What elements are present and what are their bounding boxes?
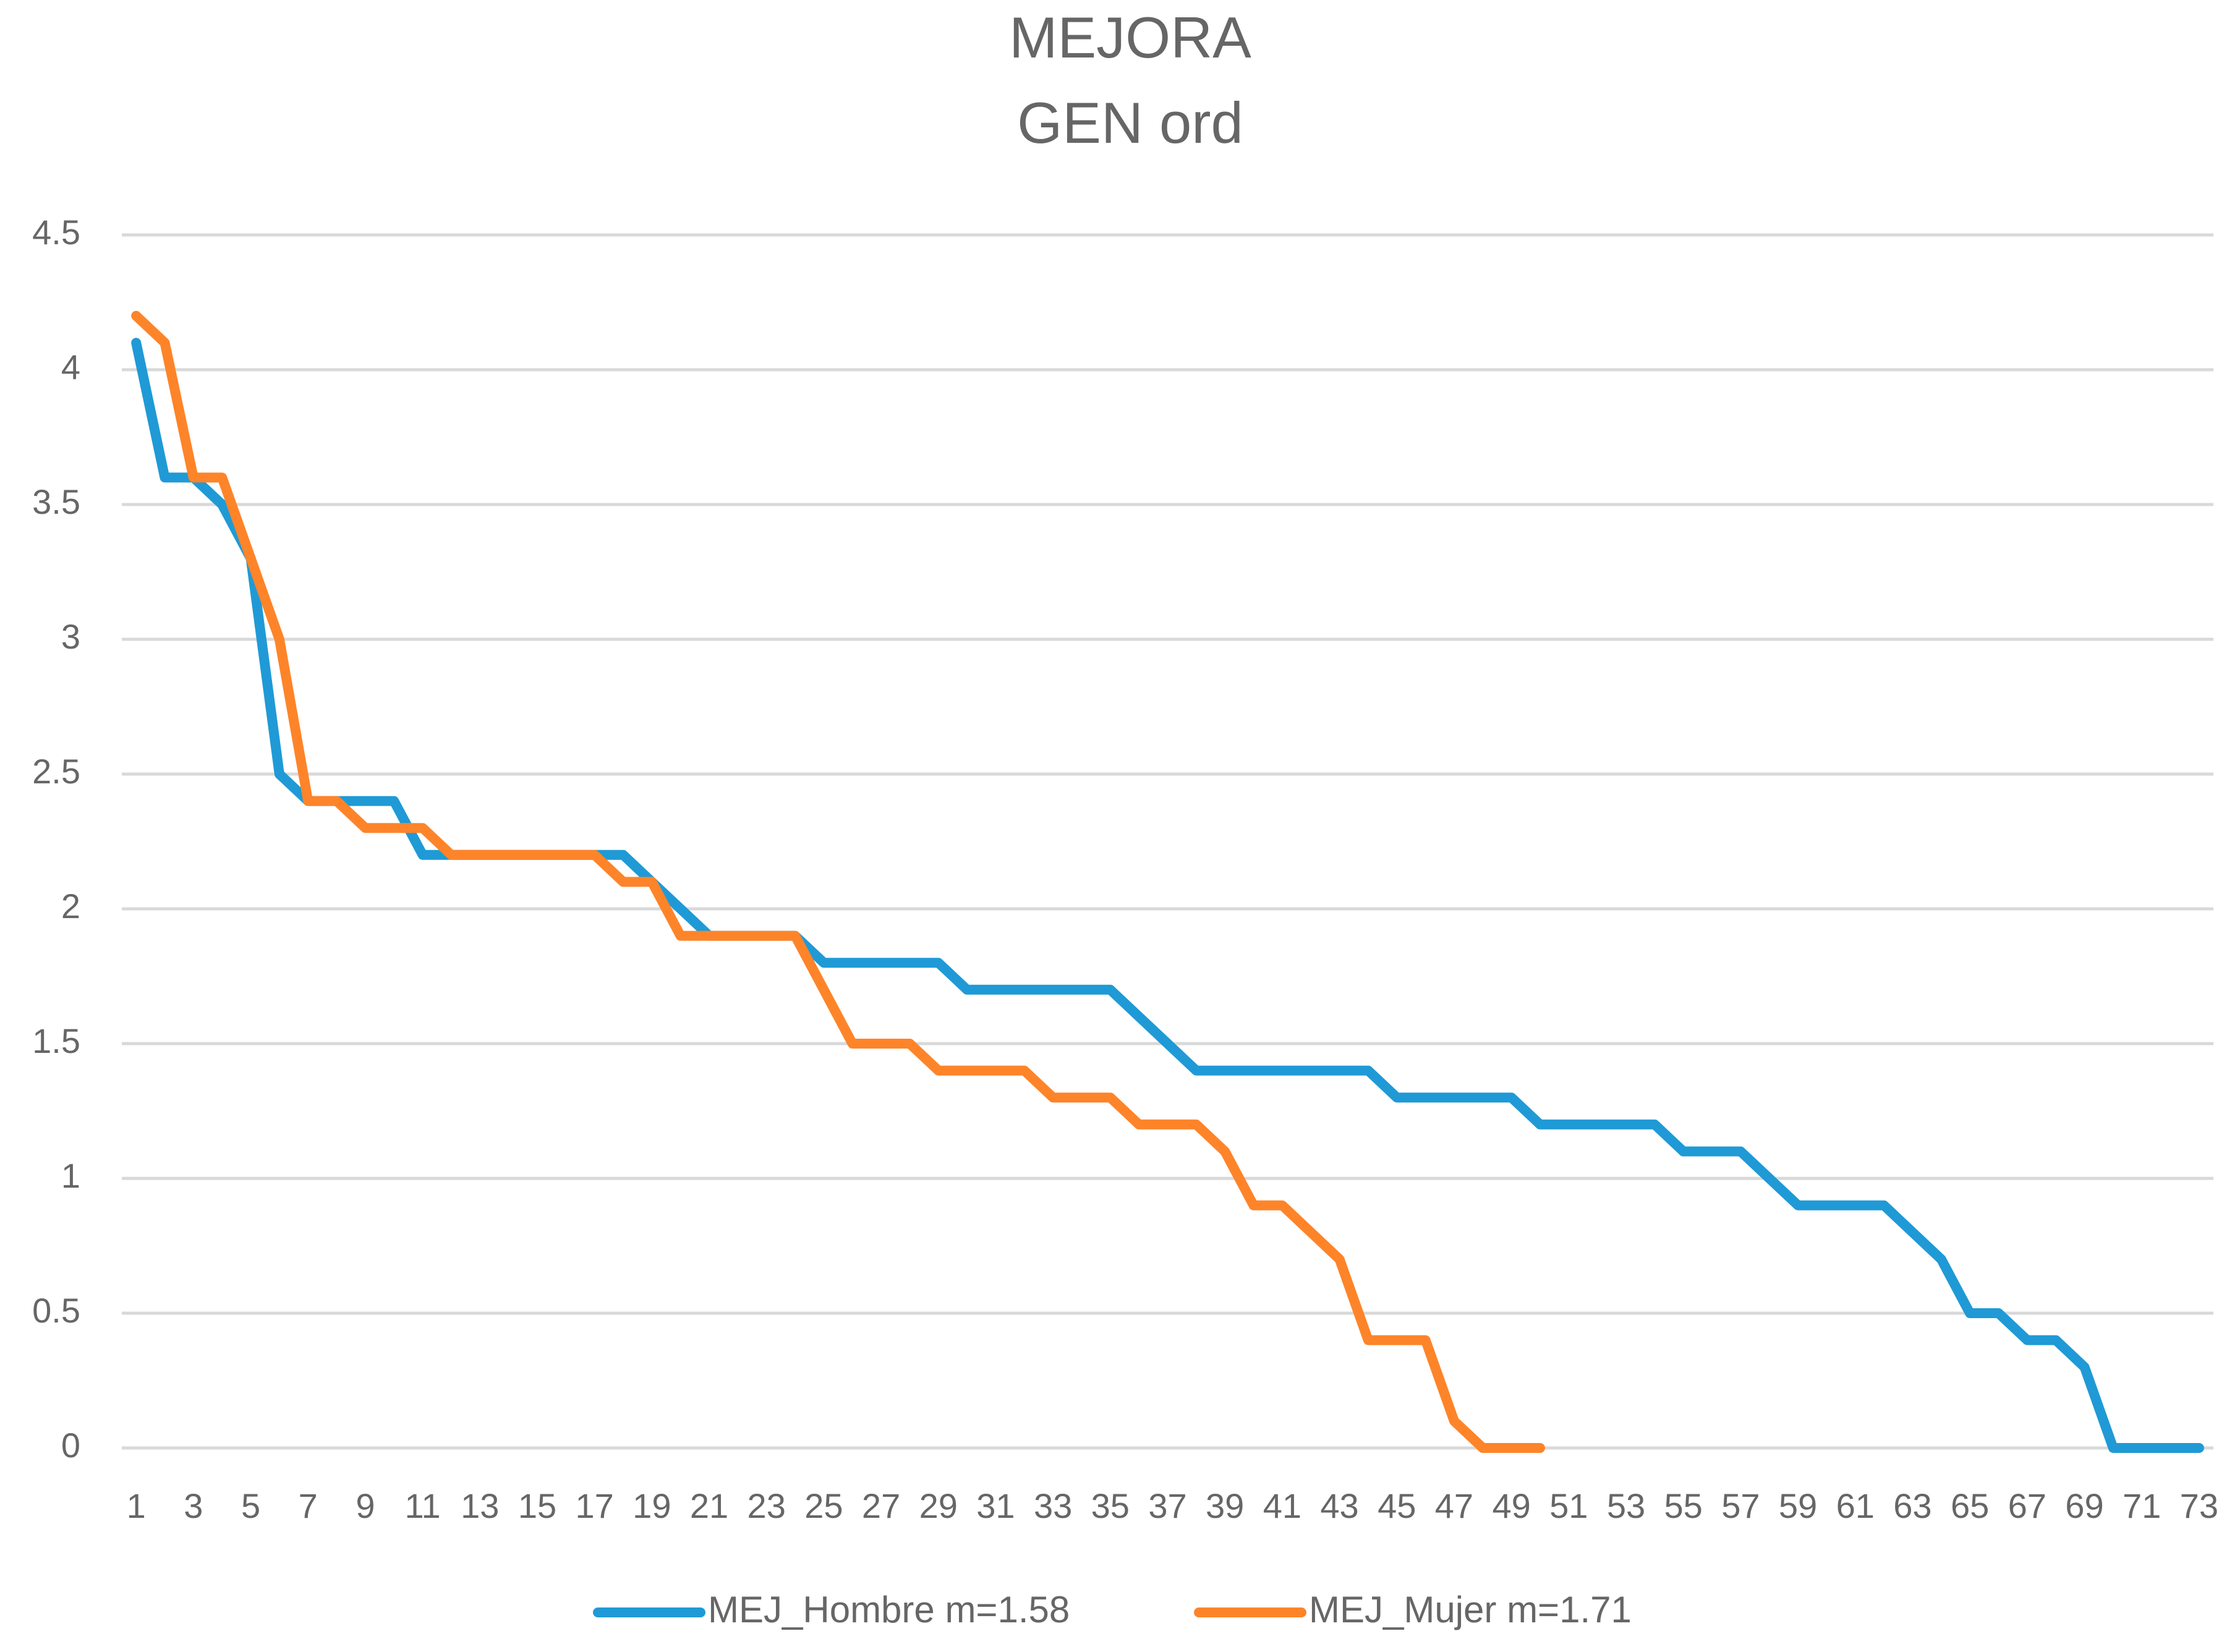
x-tick-label: 41 [1263, 1486, 1301, 1525]
x-tick-label: 37 [1148, 1486, 1186, 1525]
legend-label: MEJ_Hombre m=1.58 [708, 1589, 1070, 1630]
x-tick-label: 17 [576, 1486, 614, 1525]
y-tick-label: 4.5 [32, 213, 80, 252]
x-tick-label: 35 [1091, 1486, 1130, 1525]
x-tick-label: 53 [1607, 1486, 1645, 1525]
x-tick-label: 49 [1492, 1486, 1530, 1525]
x-tick-label: 13 [461, 1486, 499, 1525]
x-tick-label: 19 [633, 1486, 671, 1525]
y-tick-label: 2 [61, 887, 80, 926]
y-tick-label: 0.5 [32, 1291, 80, 1330]
x-tick-label: 69 [2065, 1486, 2103, 1525]
series-line [131, 338, 2204, 1453]
y-tick-label: 2.5 [32, 752, 80, 791]
y-tick-label: 1.5 [32, 1021, 80, 1060]
x-tick-label: 23 [748, 1486, 786, 1525]
x-tick-label: 47 [1435, 1486, 1473, 1525]
x-tick-label: 1 [127, 1486, 146, 1525]
x-tick-label: 55 [1664, 1486, 1703, 1525]
x-tick-label: 27 [862, 1486, 900, 1525]
x-tick-label: 31 [976, 1486, 1015, 1525]
x-tick-label: 57 [1721, 1486, 1760, 1525]
x-tick-label: 51 [1549, 1486, 1588, 1525]
legend-label: MEJ_Mujer m=1.71 [1309, 1589, 1632, 1630]
chart-title: MEJORA [1009, 5, 1251, 70]
x-tick-label: 67 [2008, 1486, 2047, 1525]
x-tick-label: 5 [241, 1486, 260, 1525]
y-tick-label: 3.5 [32, 482, 80, 521]
y-tick-label: 1 [61, 1156, 80, 1195]
x-tick-label: 71 [2123, 1486, 2161, 1525]
x-tick-label: 11 [405, 1486, 441, 1525]
x-tick-label: 25 [804, 1486, 843, 1525]
x-tick-label: 21 [690, 1486, 728, 1525]
y-tick-label: 0 [61, 1426, 80, 1465]
x-tick-label: 73 [2180, 1486, 2218, 1525]
x-tick-label: 33 [1034, 1486, 1072, 1525]
x-tick-label: 29 [919, 1486, 958, 1525]
x-tick-label: 59 [1779, 1486, 1817, 1525]
x-tick-label: 15 [518, 1486, 556, 1525]
x-tick-label: 39 [1206, 1486, 1244, 1525]
x-tick-label: 45 [1378, 1486, 1416, 1525]
y-tick-label: 4 [61, 347, 80, 386]
x-tick-label: 7 [299, 1486, 318, 1525]
x-tick-label: 3 [184, 1486, 203, 1525]
y-tick-label: 3 [61, 617, 80, 656]
x-tick-label: 9 [356, 1486, 375, 1525]
chart-subtitle: GEN ord [1017, 90, 1243, 155]
x-tick-label: 61 [1836, 1486, 1875, 1525]
series-line [131, 310, 1545, 1453]
x-tick-label: 63 [1893, 1486, 1932, 1525]
x-tick-label: 43 [1320, 1486, 1358, 1525]
x-tick-label: 65 [1951, 1486, 1989, 1525]
